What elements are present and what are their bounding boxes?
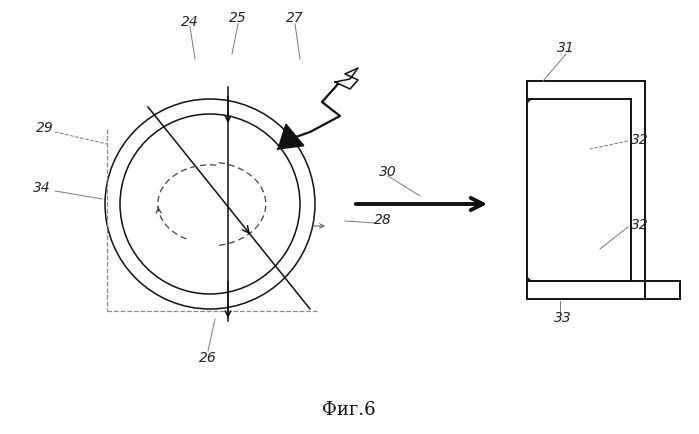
Text: 29: 29	[36, 121, 54, 135]
Text: 32: 32	[631, 133, 649, 147]
Text: 27: 27	[286, 11, 304, 25]
Text: 26: 26	[199, 350, 217, 364]
Text: 24: 24	[181, 15, 199, 29]
Text: 34: 34	[33, 181, 51, 194]
Text: Фиг.6: Фиг.6	[322, 400, 376, 418]
Text: 30: 30	[379, 164, 397, 178]
Text: 32: 32	[631, 217, 649, 231]
Polygon shape	[278, 125, 304, 150]
Text: 25: 25	[229, 11, 247, 25]
Text: 33: 33	[554, 310, 572, 324]
Text: 28: 28	[374, 213, 392, 227]
Text: 31: 31	[557, 41, 575, 55]
